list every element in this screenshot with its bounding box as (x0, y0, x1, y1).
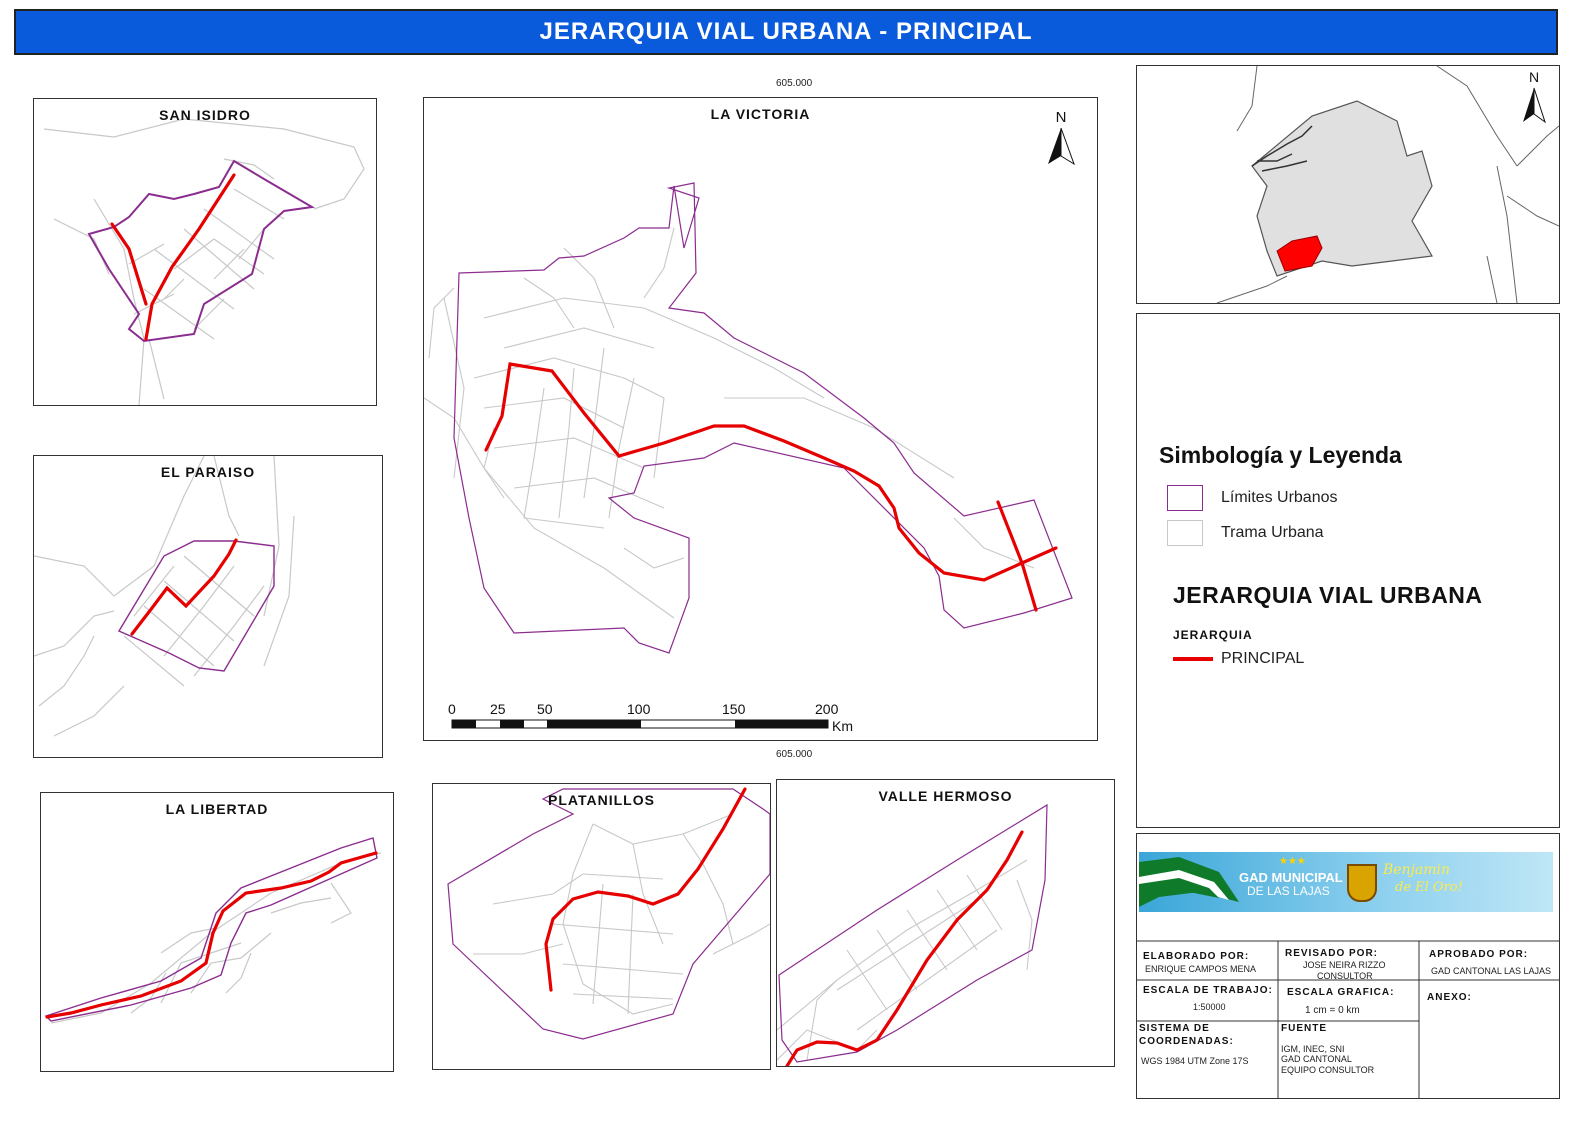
panel-valle-hermoso: VALLE HERMOSO (776, 779, 1115, 1067)
escala-trabajo-value: 1:50000 (1193, 1002, 1226, 1012)
legend-item-trama: Trama Urbana (1167, 520, 1324, 546)
parish-highlight (1276, 235, 1323, 272)
road-principal (544, 787, 747, 992)
la-libertad-map (44, 837, 382, 1024)
escala-grafica-label: ESCALA GRAFICA: (1287, 987, 1395, 998)
aprobado-label: APROBADO POR: (1429, 949, 1529, 960)
urban-limit (87, 159, 315, 343)
panel-la-libertad: LA LIBERTAD (40, 792, 394, 1072)
revisado-value1: JOSE NEIRA RIZZO (1303, 960, 1386, 970)
valle-hermoso-map (777, 803, 1048, 1066)
panel-title-la-libertad: LA LIBERTAD (165, 801, 269, 817)
revisado-label: REVISADO POR: (1285, 948, 1379, 959)
panel-title-san-isidro: SAN ISIDRO (159, 107, 251, 123)
fuente-value2: GAD CANTONAL (1281, 1054, 1352, 1064)
road-principal (45, 851, 378, 1019)
panel-san-isidro: SAN ISIDRO (33, 98, 377, 406)
aprobado-value: GAD CANTONAL LAS LAJAS (1431, 966, 1552, 976)
legend-item-principal: PRINCIPAL (1173, 650, 1304, 668)
scale-tick-25: 25 (490, 701, 506, 717)
panel-title-platanillos: PLATANILLOS (548, 792, 655, 808)
north-arrow-icon: N (1048, 109, 1075, 166)
sistema-label2: COORDENADAS: (1139, 1036, 1234, 1047)
principal-swatch (1173, 657, 1213, 661)
la-victoria-map: N (424, 109, 1075, 729)
panel-title-la-victoria: LA VICTORIA (710, 106, 811, 122)
panel-title-el-paraiso: EL PARAISO (160, 464, 256, 480)
revisado-value2: CONSULTOR (1317, 971, 1373, 981)
urban-grid (424, 227, 1035, 619)
legend-section-title: JERARQUIA VIAL URBANA (1173, 582, 1483, 608)
panel-legend: Simbología y Leyenda Límites Urbanos Tra… (1136, 313, 1560, 828)
logo-line1: GAD MUNICIPAL (1239, 870, 1343, 885)
canton-boundaries (1216, 66, 1559, 303)
panel-el-paraiso: EL PARAISO (33, 455, 383, 758)
sistema-value: WGS 1984 UTM Zone 17S (1141, 1056, 1249, 1066)
urban-grid (777, 859, 1033, 1061)
scale-tick-50: 50 (537, 701, 553, 717)
urban-grid (34, 456, 295, 737)
map-title-bar: JERARQUIA VIAL URBANA - PRINCIPAL (14, 9, 1558, 55)
panel-title-valle-hermoso: VALLE HERMOSO (878, 788, 1013, 804)
elaborado-label: ELABORADO POR: (1143, 951, 1250, 962)
legend-item-limites: Límites Urbanos (1167, 485, 1338, 511)
coord-label-top: 605.000 (776, 78, 813, 89)
flag-icon (1139, 857, 1239, 907)
title-block-grid (1137, 940, 1559, 1098)
fuente-value1: IGM, INEC, SNI (1281, 1044, 1345, 1054)
coastline (1251, 125, 1313, 172)
road-principal (130, 538, 238, 636)
scale-unit: Km (832, 718, 853, 734)
scale-tick-200: 200 (815, 701, 839, 717)
logo-slogan2: de El Oro! (1395, 880, 1463, 895)
panel-la-victoria: LA VICTORIA (423, 97, 1098, 741)
logo-stars: ★★★ (1279, 856, 1306, 867)
north-arrow-icon: N (1523, 69, 1546, 124)
san-isidro-map (43, 118, 365, 405)
logo-line2: DE LAS LAJAS (1247, 884, 1330, 898)
svg-text:N: N (1529, 69, 1539, 85)
road-principal (785, 830, 1024, 1066)
road-principal (484, 362, 1058, 612)
urban-limit (453, 182, 1073, 654)
sistema-label1: SISTEMA DE (1139, 1023, 1210, 1034)
scale-tick-150: 150 (722, 701, 746, 717)
urban-grid (43, 118, 365, 405)
map-title: JERARQUIA VIAL URBANA - PRINCIPAL (539, 18, 1033, 45)
coord-label-bottom: 605.000 (776, 749, 813, 760)
urban-limit (778, 803, 1048, 1063)
legend-title: Simbología y Leyenda (1159, 442, 1402, 468)
limites-swatch (1167, 485, 1203, 511)
trama-swatch (1167, 520, 1203, 546)
escala-trabajo-label: ESCALA DE TRABAJO: (1143, 985, 1273, 996)
fuente-label: FUENTE (1281, 1023, 1327, 1034)
legend-subtitle: JERARQUIA (1173, 628, 1253, 642)
scale-tick-0: 0 (448, 701, 456, 717)
platanillos-map (447, 787, 770, 1040)
title-block: ★★★ GAD MUNICIPAL DE LAS LAJAS Benjamin … (1136, 833, 1560, 1099)
canton-polygon (1251, 100, 1433, 277)
locator-map: N (1216, 66, 1559, 303)
legend-label-limites: Límites Urbanos (1221, 489, 1338, 506)
fuente-value3: EQUIPO CONSULTOR (1281, 1065, 1375, 1075)
el-paraiso-map (34, 456, 295, 737)
coat-of-arms-icon (1347, 864, 1377, 902)
road-principal (110, 173, 236, 341)
legend-label-trama: Trama Urbana (1221, 524, 1324, 541)
logo-banner: ★★★ GAD MUNICIPAL DE LAS LAJAS Benjamin … (1139, 852, 1553, 912)
scale-tick-100: 100 (627, 701, 651, 717)
urban-grid (473, 813, 770, 1015)
urban-limit (44, 837, 378, 1022)
logo-slogan1: Benjamin (1383, 862, 1451, 878)
anexo-label: ANEXO: (1427, 992, 1472, 1003)
elaborado-value: ENRIQUE CAMPOS MENA (1145, 964, 1257, 974)
legend-label-principal: PRINCIPAL (1221, 650, 1305, 667)
escala-grafica-value: 1 cm = 0 km (1305, 1005, 1360, 1016)
panel-locator: N (1136, 65, 1560, 304)
svg-text:N: N (1056, 109, 1067, 126)
urban-limit (447, 788, 770, 1040)
scale-bar (451, 719, 829, 729)
urban-limit (117, 540, 275, 672)
panel-platanillos: PLATANILLOS (432, 783, 771, 1070)
